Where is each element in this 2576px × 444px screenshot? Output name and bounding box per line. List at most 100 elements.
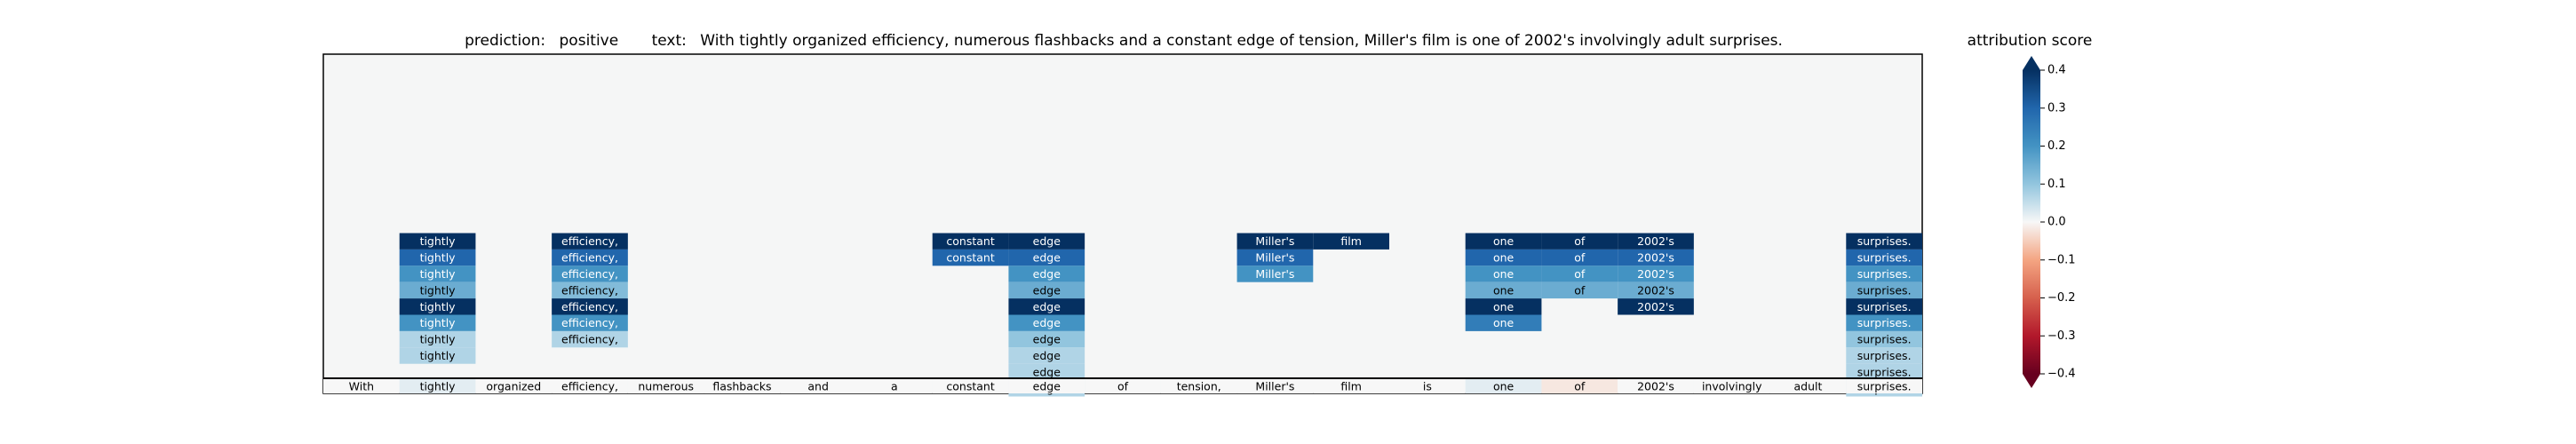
heatmap-cell xyxy=(1313,233,1389,250)
token-label: tension, xyxy=(1177,380,1221,393)
colorbar-tick-label: 0.2 xyxy=(2047,139,2066,153)
heatmap-cell xyxy=(1465,298,1542,315)
token-label: efficiency, xyxy=(561,380,618,393)
cell-token-label: efficiency, xyxy=(561,283,618,297)
heatmap-cell xyxy=(1846,281,1922,299)
cell-token-label: efficiency, xyxy=(561,316,618,329)
heatmap-cell xyxy=(1618,249,1694,266)
cell-token-label: surprises. xyxy=(1857,300,1912,313)
heatmap-cell xyxy=(552,249,628,266)
colorbar-ticks: −0.4 −0.3 −0.2 −0.1 0.0 0.1 0.2 0.3 0.4 xyxy=(2040,64,2076,381)
cell-token-label: one xyxy=(1493,283,1515,297)
heatmap-cell xyxy=(552,330,628,348)
cell-token-label: constant xyxy=(946,251,994,265)
token-label: 2002's xyxy=(1637,380,1674,393)
cell-token-label: efficiency, xyxy=(561,267,618,281)
cell-token-label: one xyxy=(1493,234,1515,248)
heatmap-cell xyxy=(1236,266,1314,282)
heatmap-cell xyxy=(1008,233,1085,250)
cell-token-label: one xyxy=(1493,316,1515,329)
heatmap-cell xyxy=(552,298,628,315)
cell-token-label: Miller's xyxy=(1255,251,1294,265)
heatmap-cell xyxy=(399,266,476,282)
cell-token-label: one xyxy=(1493,300,1515,313)
heatmap-cell xyxy=(1541,281,1618,299)
heatmap-cell xyxy=(1236,249,1314,266)
token-cell xyxy=(1541,379,1618,393)
cell-token-label: tightly xyxy=(420,333,457,346)
token-cell xyxy=(627,379,704,393)
cell-token-label: surprises. xyxy=(1857,267,1912,281)
cell-token-label: tightly xyxy=(420,316,457,329)
colorbar-tick-label: 0.4 xyxy=(2047,64,2066,77)
colorbar-tick-label: −0.3 xyxy=(2047,329,2076,343)
cell-token-label: tightly xyxy=(420,267,457,281)
token-label: of xyxy=(1117,380,1129,393)
heatmap-cells: tightly tightly tightly tightly tightly tight… xyxy=(399,233,1922,397)
token-label: edge xyxy=(1033,380,1061,393)
cell-token-label: Miller's xyxy=(1255,234,1294,248)
heatmap-cell xyxy=(1008,330,1085,348)
cell-token-label: 2002's xyxy=(1637,283,1674,297)
cell-token-label: 2002's xyxy=(1637,234,1674,248)
cell-token-label: edge xyxy=(1033,267,1061,281)
colorbar-scale xyxy=(2023,70,2040,374)
heatmap-cell xyxy=(1846,330,1922,348)
cell-token-label: 2002's xyxy=(1637,300,1674,313)
token-label: tightly xyxy=(420,380,457,393)
cell-token-label: surprises. xyxy=(1857,316,1912,329)
token-cell xyxy=(1769,379,1847,393)
token-cell xyxy=(1085,379,1161,393)
token-label: constant xyxy=(946,380,994,393)
token-label: With xyxy=(349,380,374,393)
colorbar-tick-label: −0.4 xyxy=(2047,368,2076,381)
cell-token-label: surprises. xyxy=(1857,365,1912,378)
token-cell xyxy=(1236,379,1314,393)
token-cell xyxy=(1160,379,1237,393)
token-label: of xyxy=(1574,380,1586,393)
text-label: text: xyxy=(652,32,687,50)
heatmap-cell xyxy=(1465,249,1542,266)
cell-token-label: edge xyxy=(1033,234,1061,248)
token-cell xyxy=(856,379,933,393)
token-label: involvingly xyxy=(1702,380,1762,393)
prediction-label: prediction: xyxy=(465,32,545,50)
heatmap-cell xyxy=(1618,233,1694,250)
token-cell xyxy=(1465,379,1542,393)
token-label: one xyxy=(1493,380,1515,393)
chart-title: prediction: positive text: With tightly … xyxy=(465,32,1783,50)
heatmap-cell xyxy=(1465,314,1542,331)
token-label: surprises. xyxy=(1857,380,1912,393)
heatmap-cell xyxy=(1618,266,1694,282)
cell-token-label: 2002's xyxy=(1637,251,1674,265)
heatmap-cell xyxy=(399,330,476,348)
cell-token-label: tightly xyxy=(420,349,457,362)
heatmap-cell xyxy=(399,281,476,299)
heatmap-cell xyxy=(1618,298,1694,315)
heatmap-cell xyxy=(1846,249,1922,266)
token-label: Miller's xyxy=(1255,380,1294,393)
cell-token-label: surprises. xyxy=(1857,234,1912,248)
token-label: film xyxy=(1340,380,1362,393)
cell-token-label: of xyxy=(1574,267,1586,281)
heatmap-cell xyxy=(1846,347,1922,364)
cell-token-label: edge xyxy=(1033,349,1061,362)
cell-token-label: surprises. xyxy=(1857,333,1912,346)
cell-token-label: Miller's xyxy=(1255,267,1294,281)
heatmap-cell xyxy=(1846,363,1922,381)
cell-token-label: edge xyxy=(1033,333,1061,346)
heatmap-cell xyxy=(399,233,476,250)
cell-token-label: constant xyxy=(946,234,994,248)
colorbar-label: attribution score xyxy=(1968,32,2093,50)
cell-token-label: efficiency, xyxy=(561,300,618,313)
heatmap-cell xyxy=(932,233,1009,250)
token-cell xyxy=(475,379,553,393)
cell-token-label: edge xyxy=(1033,365,1061,378)
token-cell xyxy=(399,379,476,393)
heatmap-cell xyxy=(552,281,628,299)
cell-token-label: film xyxy=(1340,234,1362,248)
heatmap-cell xyxy=(1008,347,1085,364)
token-row: With tightly organized efficiency, numerous f… xyxy=(323,379,1922,393)
cell-token-label: of xyxy=(1574,251,1586,265)
